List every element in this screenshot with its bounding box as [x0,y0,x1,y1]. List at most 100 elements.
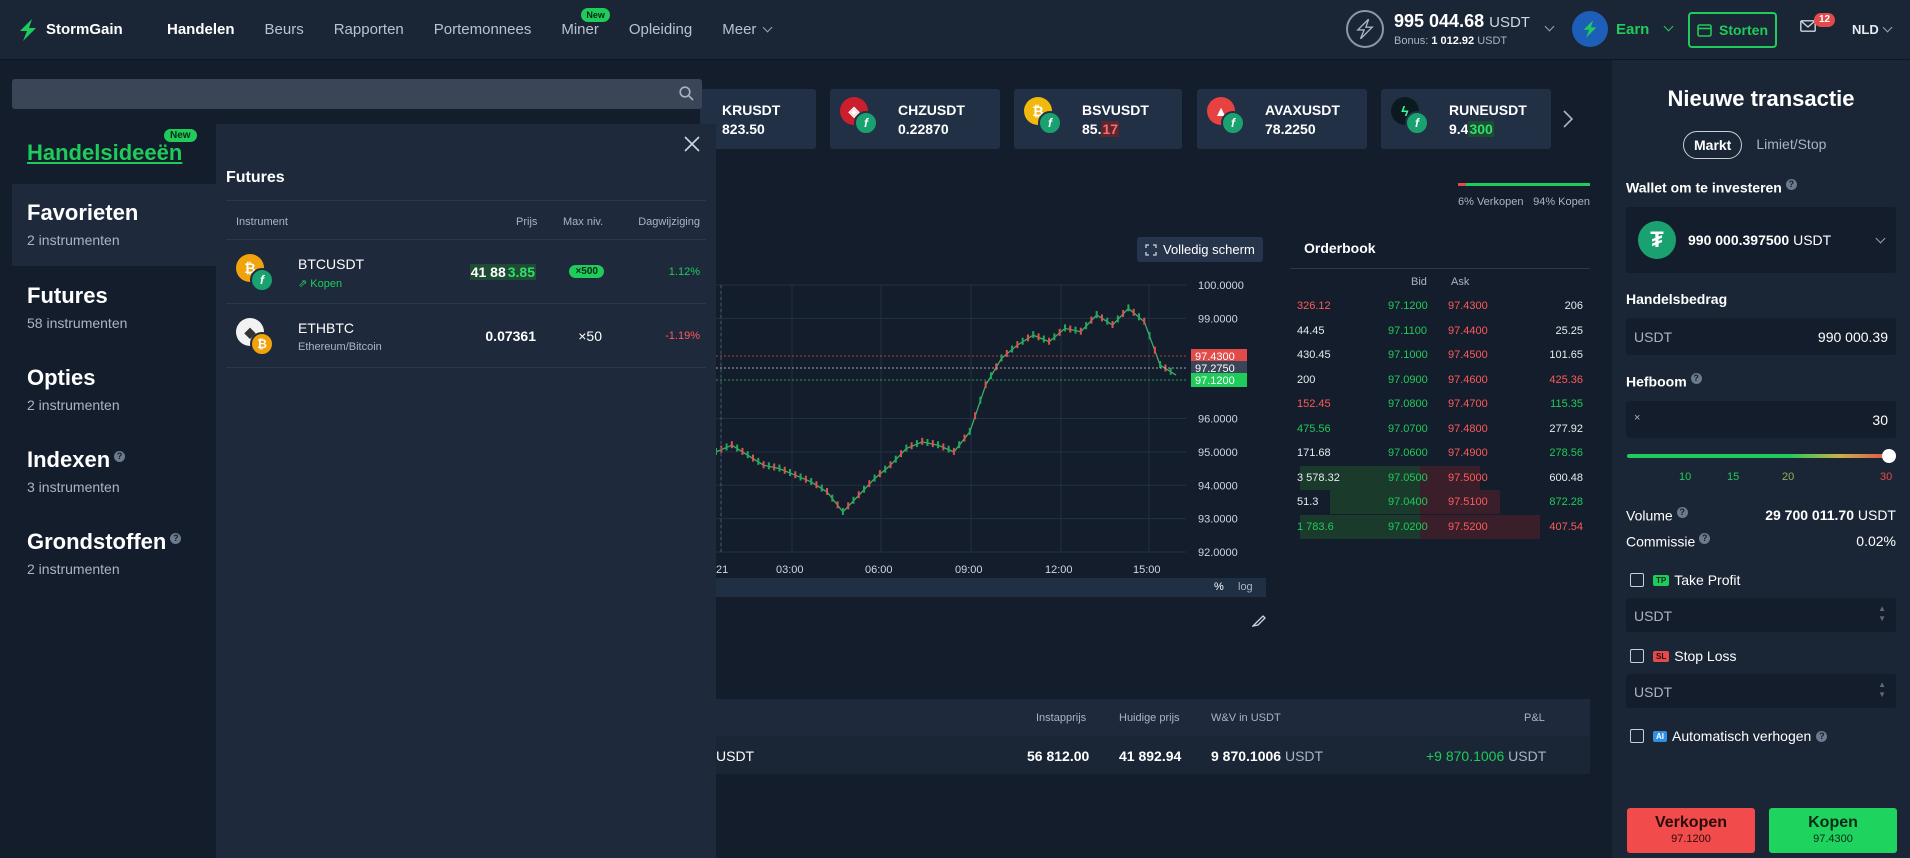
help-icon[interactable]: ? [1676,507,1688,518]
stormgain-logo[interactable]: StormGain [18,18,138,41]
auto-increase-checkbox[interactable] [1630,729,1644,743]
nav-item-beurs[interactable]: Beurs [250,0,319,60]
ask-quantity: 600.48 [1549,471,1583,484]
auto-increase-toggle[interactable]: AI Automatisch verhogen ? [1630,728,1828,744]
leverage-slider-track[interactable] [1627,454,1893,458]
fullscreen-button[interactable]: Volledig scherm [1137,237,1263,262]
category-opties[interactable]: Opties 2 instrumenten [12,349,216,431]
candle [952,447,955,455]
price-chart[interactable]: 100.0000 99.0000 96.0000 95.0000 94.0000 93.0… [716,270,1266,600]
orderbook-row[interactable]: 51.3 97.0400 97.5100 872.28 [1290,490,1590,514]
nav-item-handelen[interactable]: Handelen [152,0,250,60]
ticker-price: 9.4300 [1449,120,1527,137]
buy-button[interactable]: Kopen 97.4300 [1769,808,1897,853]
auto-increase-label: Automatisch verhogen [1672,728,1812,744]
ask-price: 97.5200 [1448,520,1488,533]
ask-quantity: 407.54 [1549,520,1583,533]
sell-price: 97.1200 [1671,833,1711,845]
nav-item-rapporten[interactable]: Rapporten [319,0,419,60]
candle [836,501,839,509]
wallet-selector[interactable]: ₮ 990 000.397500 USDT [1626,207,1896,273]
orderbook-row[interactable]: 475.56 97.0700 97.4800 277.92 [1290,417,1590,441]
orderbook-row[interactable]: 430.45 97.1000 97.4500 101.65 [1290,343,1590,367]
nav-item-miner[interactable]: Miner New [546,0,614,60]
orderbook-row[interactable]: 171.68 97.0600 97.4900 278.56 [1290,441,1590,465]
balance-amount: 995 044.68 [1394,11,1485,31]
take-profit-input[interactable]: USDT ▲ ▼ [1626,598,1896,632]
orderbook-row[interactable]: 3 578.32 97.0500 97.5000 600.48 [1290,465,1590,490]
stop-loss-toggle[interactable]: SL Stop Loss [1630,648,1737,664]
close-panel-button[interactable] [684,136,700,155]
leverage-tick-30[interactable]: 30 [1880,471,1893,483]
bid-quantity: 1 783.6 [1297,520,1334,533]
futures-row-btcusdt[interactable]: ₿ f BTCUSDT ⇗ Kopen 41 88 3.85 ×500 1.12% [226,240,706,304]
orderbook-row[interactable]: 326.12 97.1200 97.4300 206 [1290,294,1590,318]
category-indexen[interactable]: Indexen? 3 instrumenten [12,431,216,513]
ticker-card-avaxusdt[interactable]: ▲ f AVAXUSDT 78.2250 [1197,89,1367,149]
position-row[interactable]: USDT 56 812.00 41 892.94 9 870.1006 USDT… [716,736,1590,774]
ticker-card-runeusdt[interactable]: ϟ f RUNEUSDT 9.4300 [1381,89,1551,149]
bid-depth-bar [1300,514,1420,539]
percent-toggle[interactable]: % [1214,581,1224,593]
instrument-buy-signal: ⇗ Kopen [298,277,342,290]
candle [989,372,992,380]
leverage-input[interactable]: × 30 [1626,401,1896,438]
category-favorieten[interactable]: Favorieten 2 instrumenten [12,184,216,266]
help-icon[interactable]: ? [1816,730,1828,742]
category-count: 2 instrumenten [27,232,120,248]
ticker-card-krusdt[interactable]: KRUSDT 823.50 [700,89,816,149]
trading-ideas-link[interactable]: Handelsideeën [27,140,183,165]
stepper-arrows-icon[interactable]: ▲ ▼ [1878,680,1886,699]
earn-menu[interactable]: Earn [1572,11,1674,47]
sell-button[interactable]: Verkopen 97.1200 [1627,808,1755,853]
orderbook-row[interactable]: 200 97.0900 97.4600 425.36 [1290,368,1590,392]
leverage-tick-20[interactable]: 20 [1782,471,1795,483]
help-icon[interactable]: ? [1785,179,1797,190]
ticker-card-bsvusdt[interactable]: ₿ f BSVUSDT 85.17 [1014,89,1182,149]
stop-loss-checkbox[interactable] [1630,649,1644,663]
futures-row-ethbtc[interactable]: ◆ ₿ ETHBTC Ethereum/Bitcoin 0.07361 ×50 … [226,304,706,368]
leverage-label-text: Hefboom [1626,373,1687,390]
orderbook-row[interactable]: 1 783.6 97.0200 97.5200 407.54 [1290,514,1590,539]
nav-item-portemonnees[interactable]: Portemonnees [419,0,547,60]
mail-button[interactable] [1800,20,1816,35]
log-toggle[interactable]: log [1238,581,1253,593]
stop-loss-input[interactable]: USDT ▲ ▼ [1626,674,1896,708]
nav-item-opleiding[interactable]: Opleiding [614,0,707,60]
leverage-tick-15[interactable]: 15 [1727,471,1740,483]
orderbook-row[interactable]: 44.45 97.1100 97.4400 25.25 [1290,319,1590,343]
language-label: NLD [1852,22,1879,37]
take-profit-toggle[interactable]: TP Take Profit [1630,572,1740,588]
nav-item-meer[interactable]: Meer [707,0,786,60]
search-input[interactable] [12,79,702,109]
ticker-card-chzusdt[interactable]: ◈ f CHZUSDT 0.22870 [830,89,1000,149]
futures-f-icon: f [1221,111,1245,135]
tab-market[interactable]: Markt [1683,131,1743,159]
deposit-button[interactable]: Storten [1688,12,1777,48]
category-grondstoffen[interactable]: Grondstoffen? 2 instrumenten [12,513,216,595]
leverage-tick-10[interactable]: 10 [1679,471,1692,483]
account-balance[interactable]: 995 044.68 USDT Bonus: 1 012.92 USDT [1346,10,1555,48]
help-icon[interactable]: ? [170,532,182,544]
category-futures[interactable]: Futures 58 instrumenten [12,267,216,349]
help-icon[interactable]: ? [1690,373,1702,384]
help-icon[interactable]: ? [1699,533,1711,544]
brush-icon[interactable] [1251,615,1266,630]
amount-unit: USDT [1634,329,1673,345]
leverage-slider-handle[interactable] [1882,449,1896,463]
candle [1127,304,1130,312]
language-selector[interactable]: NLD [1852,22,1893,37]
ticker-next-arrow[interactable] [1562,110,1574,131]
pnl-usdt-unit: USDT [1284,748,1324,764]
sentiment-buy-label: 94% Kopen [1533,196,1590,208]
futures-table-header: Instrument Prijs Max niv. Dagwijziging [226,200,706,240]
help-icon[interactable]: ? [114,450,126,462]
bid-quantity: 44.45 [1297,324,1325,337]
tab-limit-stop[interactable]: Limiet/Stop [1756,136,1827,152]
amount-input[interactable]: USDT 990 000.39 [1626,318,1896,355]
stepper-arrows-icon[interactable]: ▲ ▼ [1878,604,1886,623]
take-profit-checkbox[interactable] [1630,573,1644,587]
orderbook-row[interactable]: 152.45 97.0800 97.4700 115.35 [1290,392,1590,416]
candle [783,466,786,474]
wallet-amount: 990 000.397500 [1688,232,1790,248]
